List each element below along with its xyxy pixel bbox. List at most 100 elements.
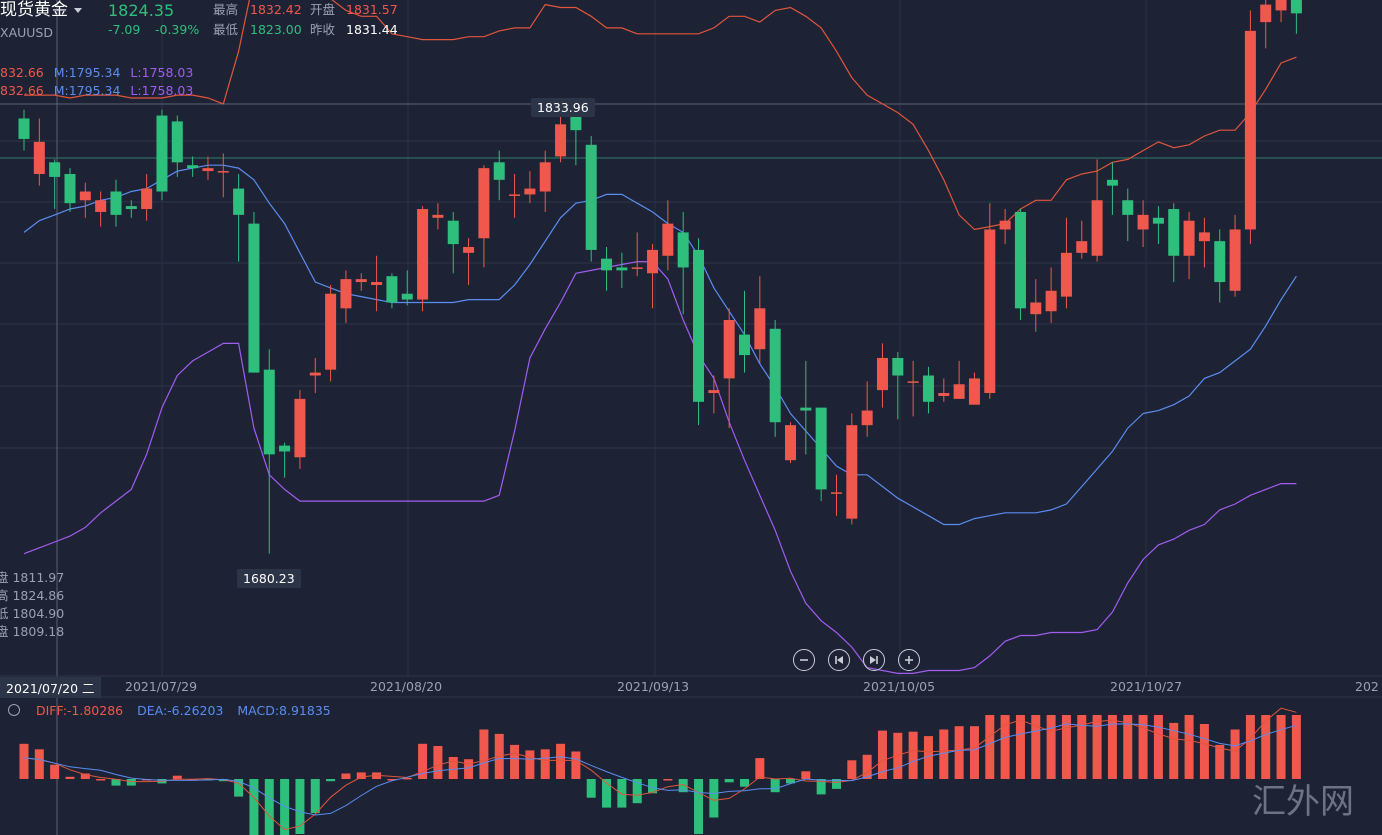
lower-band-line <box>23 261 1297 675</box>
macd-bar <box>1215 744 1225 779</box>
candle-body <box>846 425 858 519</box>
macd-bar <box>19 743 29 779</box>
candle-body <box>18 118 30 139</box>
macd-bar <box>1123 715 1133 779</box>
candle-body <box>478 168 490 239</box>
boll-legend-2: 832.66 M:1795.34 L:1758.03 <box>0 83 193 99</box>
macd-bar <box>34 749 44 779</box>
macd-bar <box>1046 715 1056 779</box>
candle-body <box>555 124 567 157</box>
macd-bar <box>847 760 857 779</box>
candle-body <box>49 162 61 177</box>
candle-body <box>601 258 613 271</box>
macd-bar <box>969 726 979 779</box>
candle-body <box>693 249 705 402</box>
macd-bar <box>464 759 474 779</box>
low-label: 最低 <box>213 22 239 37</box>
macd-bar <box>1169 722 1179 779</box>
macd-bar <box>65 776 75 779</box>
candle-body <box>141 188 153 210</box>
macd-bar <box>1031 715 1041 779</box>
candle-body <box>662 223 674 256</box>
candle-body <box>447 220 459 245</box>
upper-band-line <box>24 0 1297 231</box>
x-label-4: 2021/10/05 <box>863 679 936 694</box>
macd-bar <box>1077 715 1087 779</box>
candle-body <box>570 115 582 131</box>
symbol-name[interactable]: 现货黄金 <box>0 2 82 19</box>
high-value: 1832.42 <box>250 2 302 17</box>
candle-body <box>1290 0 1302 14</box>
candle-body <box>677 232 689 268</box>
candle-body <box>984 229 996 394</box>
candle-body <box>217 171 229 173</box>
skip-next-icon[interactable] <box>863 649 885 671</box>
candle-body <box>585 144 597 250</box>
macd-bar <box>234 779 244 797</box>
x-label-3: 2021/09/13 <box>617 679 690 694</box>
macd-bar <box>80 773 90 779</box>
candle-body <box>1152 217 1164 224</box>
candle-body <box>539 162 551 192</box>
candle-body <box>509 194 521 196</box>
boll-legend-1: 832.66 M:1795.34 L:1758.03 <box>0 65 193 81</box>
candle-body <box>1244 30 1256 230</box>
macd-bar <box>831 779 841 789</box>
macd-legend: DIFF:-1.80286 DEA:-6.26203 MACD:8.91835 <box>8 703 331 719</box>
candle-body <box>1014 211 1026 309</box>
macd-bar <box>356 772 366 779</box>
open-label: 开盘 <box>310 2 336 17</box>
macd-bar <box>1107 715 1117 779</box>
macd-bar <box>1015 715 1025 779</box>
candle-body <box>263 369 275 455</box>
dea-line <box>23 723 1297 816</box>
low-marker: 1680.23 <box>237 569 301 588</box>
macd-bar <box>985 715 995 779</box>
macd-bar <box>556 743 566 779</box>
candle-body <box>279 445 291 452</box>
x-label-2: 2021/08/20 <box>370 679 443 694</box>
prev-close-label: 昨收 <box>310 22 336 37</box>
boll-lower: L:1758.03 <box>130 65 194 80</box>
macd-bar <box>939 729 949 779</box>
macd-bar <box>801 771 811 779</box>
candle-body <box>171 121 183 163</box>
gear-icon[interactable] <box>8 704 20 716</box>
zoom-in-icon[interactable] <box>898 649 920 671</box>
candle-body <box>417 209 429 300</box>
zoom-out-icon[interactable] <box>793 649 815 671</box>
candle-body <box>922 375 934 402</box>
cursor-date: 2021/07/20 二 <box>0 677 101 698</box>
boll-middle: M:1795.34 <box>53 83 121 98</box>
macd-bar <box>586 779 596 798</box>
ohlc-close: 盘 1809.18 <box>0 624 65 639</box>
candle-body <box>1122 200 1134 215</box>
macd-bar <box>816 779 826 795</box>
macd-bar <box>433 746 443 779</box>
macd-bar <box>510 744 520 779</box>
candle-body <box>156 115 168 192</box>
candle-body <box>432 214 444 218</box>
candle-body <box>631 267 643 269</box>
macd-bar <box>1184 715 1194 779</box>
chevron-down-icon[interactable] <box>74 7 82 13</box>
macd-bar <box>1291 715 1301 779</box>
macd-bar <box>172 775 182 779</box>
candle-body <box>309 372 321 376</box>
macd-bar <box>954 726 964 779</box>
macd-bar <box>96 779 106 781</box>
candle-body <box>294 398 306 458</box>
candle-body <box>953 384 965 399</box>
macd-bar <box>770 779 780 793</box>
macd-bar <box>571 751 581 779</box>
macd-bar <box>1061 715 1071 779</box>
skip-previous-icon[interactable] <box>828 649 850 671</box>
bollinger-bands <box>23 0 1297 675</box>
candle-body <box>325 293 337 370</box>
macd-bar <box>1245 715 1255 779</box>
candle-body <box>79 191 91 201</box>
candle-body <box>1168 209 1180 256</box>
candle-body <box>938 393 950 396</box>
candle-body <box>907 381 919 383</box>
